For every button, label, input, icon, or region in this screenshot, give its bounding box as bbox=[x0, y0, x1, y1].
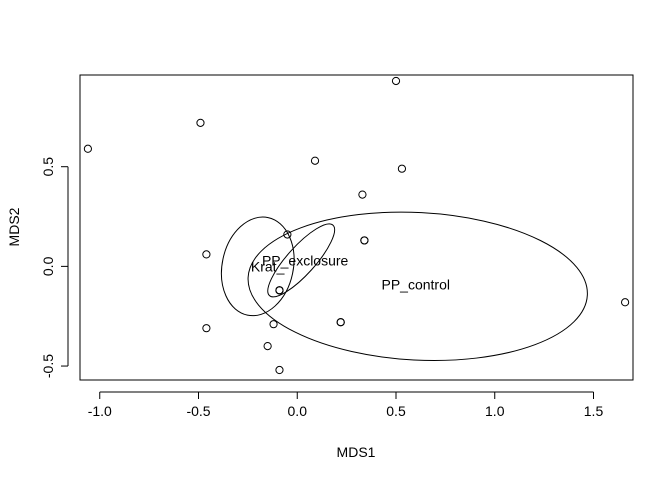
x-axis-title: MDS1 bbox=[337, 444, 376, 460]
x-tick-label: 1.5 bbox=[584, 403, 604, 419]
data-point bbox=[391, 76, 401, 86]
ellipse-label: PP_exclosure bbox=[262, 252, 349, 268]
data-point bbox=[283, 230, 292, 239]
data-point bbox=[360, 236, 369, 245]
data-point bbox=[263, 342, 272, 351]
data-point bbox=[202, 250, 211, 259]
y-axis-title: MDS2 bbox=[6, 207, 22, 246]
ellipse-label: Krat_ bbox=[251, 258, 285, 274]
x-tick-label: 1.0 bbox=[485, 403, 505, 419]
ellipse-1 bbox=[267, 223, 336, 298]
ellipse-0 bbox=[220, 216, 295, 317]
ellipse-layer bbox=[220, 211, 588, 361]
data-point bbox=[358, 190, 367, 199]
y-tick-label: -0.5 bbox=[40, 354, 56, 378]
plot-box bbox=[79, 74, 634, 381]
x-tick-label: 0.5 bbox=[386, 403, 406, 419]
x-tick-label: -0.5 bbox=[186, 403, 210, 419]
y-tick-label: 0.0 bbox=[40, 256, 56, 276]
data-point bbox=[310, 156, 320, 165]
data-point bbox=[621, 298, 630, 307]
data-point bbox=[275, 365, 284, 375]
point-layer bbox=[83, 76, 630, 375]
data-point bbox=[196, 118, 205, 127]
data-point bbox=[397, 164, 407, 173]
y-axis: -0.5 0.0 0.5 bbox=[40, 157, 69, 378]
data-point bbox=[336, 318, 345, 327]
x-tick-label: -1.0 bbox=[88, 403, 112, 419]
x-axis: -1.0 -0.5 0.0 0.5 1.0 1.5 bbox=[88, 391, 604, 419]
ellipse-label: PP_control bbox=[382, 276, 450, 292]
data-point bbox=[269, 320, 278, 329]
x-tick-label: 0.0 bbox=[288, 403, 308, 419]
data-point bbox=[202, 324, 211, 333]
y-tick-label: 0.5 bbox=[40, 157, 56, 177]
ellipse-2 bbox=[247, 211, 588, 361]
data-point bbox=[275, 286, 284, 295]
data-point bbox=[83, 144, 93, 153]
ellipse-label-layer: Krat_PP_exclosure PP_control bbox=[251, 252, 450, 292]
